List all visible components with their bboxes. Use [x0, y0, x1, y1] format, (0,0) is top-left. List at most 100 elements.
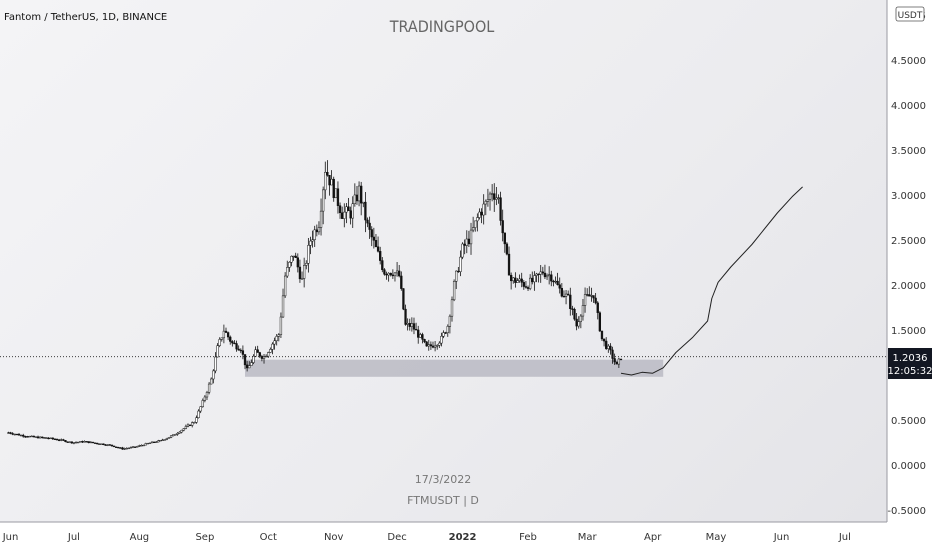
candle-body [364, 201, 367, 221]
candle-body [362, 201, 365, 204]
bar-countdown: 12:05:32 [888, 366, 932, 377]
candle-body [482, 203, 485, 216]
candle-body [484, 201, 487, 205]
candle-body [38, 436, 42, 439]
candle-body [112, 445, 116, 448]
candle-body [343, 211, 346, 219]
candle-body [619, 358, 623, 361]
candle-body [509, 274, 513, 282]
candle-body [391, 274, 395, 277]
candle-body [607, 345, 610, 349]
candle-body [17, 433, 21, 436]
candle-body [349, 210, 352, 219]
candle-body [74, 442, 78, 444]
candle-body [43, 437, 46, 439]
candle-body [497, 197, 500, 199]
candle-body [357, 185, 361, 202]
candle-body [108, 444, 111, 446]
candle-body [548, 274, 551, 276]
candle-body [300, 278, 304, 280]
candle-body [446, 326, 449, 334]
candle-body [556, 280, 559, 285]
candle-body [431, 345, 435, 348]
candle-body [387, 272, 390, 276]
candle-body [518, 278, 521, 281]
candle-body [13, 433, 16, 436]
candle-body [60, 439, 63, 441]
candle-body [174, 434, 177, 436]
candle-body [30, 435, 33, 438]
candle-body [292, 255, 295, 258]
candle-body [374, 240, 378, 248]
time-axis-panel[interactable] [0, 522, 932, 550]
candle-body [144, 443, 147, 446]
candle-body [330, 178, 333, 186]
candle-body [165, 438, 169, 440]
candle-body [216, 345, 219, 358]
candle-body [188, 424, 192, 426]
candle-body [26, 436, 29, 438]
candle-body [355, 194, 359, 202]
y-tick-label: 1.5000 [891, 326, 926, 337]
x-tick-layer: Jun Jul Aug Sep Oct Nov Dec 2022 Feb Mar Apr May Jun… [2, 532, 851, 543]
candle-body [421, 334, 424, 340]
candle-body [402, 288, 405, 310]
candle-body [579, 315, 582, 322]
candle-body [467, 238, 471, 245]
candle-body [488, 193, 492, 200]
candle-body [159, 440, 162, 442]
candle-body [427, 344, 430, 347]
candle-body [520, 278, 523, 283]
candle-body [480, 211, 483, 216]
candle-body [417, 329, 420, 338]
x-tick-label: Mar [578, 532, 598, 543]
candle-body [560, 288, 563, 297]
x-tick-label: Aug [130, 532, 150, 543]
candle-body [503, 232, 506, 245]
candle-body [34, 436, 38, 438]
candle-body [153, 441, 156, 443]
x-tick-label: Dec [387, 532, 406, 543]
price-axis-panel[interactable] [887, 0, 932, 522]
candle-body [51, 437, 54, 440]
projection-layer [620, 186, 803, 376]
candle-body [117, 446, 120, 449]
candle-body [554, 280, 557, 283]
currency-badge[interactable] [895, 6, 925, 22]
candle-body [562, 295, 566, 298]
candle-body [275, 336, 278, 342]
candle-body [309, 240, 312, 246]
candle-body [379, 251, 382, 261]
candle-body [332, 178, 335, 199]
candle-body [305, 263, 308, 266]
candle-body [535, 273, 538, 276]
y-tick-label: 4.5000 [891, 56, 926, 67]
candle-body [277, 334, 280, 337]
candle-body [571, 308, 574, 310]
candle-body [448, 315, 452, 327]
candle-body [368, 222, 371, 230]
candle-body [611, 349, 614, 359]
candle-body [237, 348, 240, 351]
candle-body [324, 171, 327, 191]
candle-body [286, 267, 289, 277]
candle-body [45, 437, 48, 439]
candle-body [338, 205, 342, 214]
candle-body [203, 396, 207, 401]
candle-body [178, 431, 181, 434]
candle-body [459, 256, 462, 272]
candle-body [93, 442, 97, 444]
y-tick-label: 2.0000 [891, 281, 926, 292]
watermark-symbol: FTMUSDT | D [407, 494, 479, 507]
candle-body [406, 323, 409, 325]
candle-body [83, 441, 86, 443]
candle-body [425, 341, 428, 347]
candle-body [96, 442, 99, 445]
candle-body [205, 392, 209, 398]
candle-body [341, 212, 344, 219]
candle-body [317, 227, 321, 233]
candle-body [104, 444, 107, 446]
currency-label: USDT [898, 11, 923, 21]
candle-body [617, 358, 621, 365]
